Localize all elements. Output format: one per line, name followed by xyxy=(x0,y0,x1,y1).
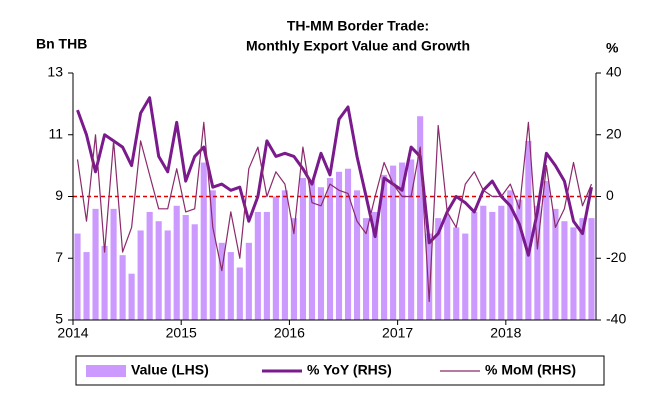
bar xyxy=(155,221,162,320)
y2-tick-label: 20 xyxy=(606,125,622,141)
bar xyxy=(588,218,595,320)
bar xyxy=(498,205,505,320)
bar xyxy=(110,208,117,320)
bar xyxy=(417,116,424,320)
bar xyxy=(263,211,270,320)
bar xyxy=(308,181,316,320)
y2-tick-label: 0 xyxy=(606,187,614,203)
line-series xyxy=(76,121,593,303)
bar xyxy=(182,215,189,320)
bar xyxy=(390,165,397,320)
bar xyxy=(119,255,126,320)
bar xyxy=(128,273,135,320)
bar xyxy=(344,168,352,320)
y-tick-label: 5 xyxy=(55,311,63,327)
y2-tick-label: 40 xyxy=(606,64,622,80)
y-tick-label: 13 xyxy=(47,64,63,80)
x-tick-label: 2018 xyxy=(490,325,521,341)
x-tick-label: 2016 xyxy=(274,325,305,341)
bar xyxy=(317,187,325,320)
bar xyxy=(299,177,307,320)
bar xyxy=(326,177,334,320)
bar xyxy=(489,211,496,320)
y-tick-label: 9 xyxy=(55,187,63,203)
bar xyxy=(561,221,568,320)
x-tick-label: 2014 xyxy=(57,325,88,341)
bar xyxy=(353,190,361,320)
bar xyxy=(534,205,541,320)
bar xyxy=(480,205,487,320)
bar xyxy=(462,233,469,320)
legend-label: % YoY (RHS) xyxy=(307,362,392,378)
bar xyxy=(272,196,279,320)
bar xyxy=(426,233,433,320)
bar xyxy=(444,215,451,320)
bar xyxy=(254,211,261,320)
bar xyxy=(164,230,171,320)
legend-label: % MoM (RHS) xyxy=(485,362,576,378)
bar xyxy=(399,162,406,320)
bar xyxy=(92,208,99,320)
bar xyxy=(525,140,532,320)
bar xyxy=(579,218,586,320)
y2-tick-label: -40 xyxy=(606,311,626,327)
bar xyxy=(290,218,297,320)
bar xyxy=(372,211,379,320)
bar xyxy=(543,181,550,320)
bar xyxy=(281,190,288,320)
legend-box xyxy=(75,355,605,386)
bar xyxy=(408,159,415,320)
legend-label: Value (LHS) xyxy=(131,362,209,378)
chart-title: Monthly Export Value and Growth xyxy=(246,38,470,54)
bar xyxy=(101,245,108,320)
bar xyxy=(137,230,144,320)
y-tick-label: 11 xyxy=(48,125,63,141)
bar xyxy=(173,205,180,320)
bar xyxy=(570,227,577,320)
bar xyxy=(507,190,514,320)
y2-tick-label: -20 xyxy=(606,249,626,265)
bar xyxy=(227,252,234,320)
bar xyxy=(516,199,523,320)
bar xyxy=(335,171,343,320)
bar xyxy=(453,227,460,320)
bar xyxy=(552,208,559,320)
y2-axis-label: % xyxy=(606,40,619,56)
bar xyxy=(209,190,216,320)
bar xyxy=(245,242,252,320)
bar xyxy=(83,252,90,320)
x-tick-label: 2015 xyxy=(166,325,197,341)
bar xyxy=(191,224,198,320)
bar xyxy=(218,242,225,320)
line-series xyxy=(76,96,593,257)
bar xyxy=(236,267,243,320)
bar xyxy=(381,174,388,320)
bar xyxy=(435,218,442,320)
bar xyxy=(362,218,370,320)
bar xyxy=(146,211,153,320)
y-axis-label: Bn THB xyxy=(36,36,87,52)
legend-swatch xyxy=(86,365,126,377)
bar xyxy=(471,211,478,320)
x-tick-label: 2017 xyxy=(382,325,413,341)
bar xyxy=(74,233,81,320)
bar xyxy=(200,162,207,320)
chart-title: TH-MM Border Trade: xyxy=(287,18,429,34)
y-tick-label: 7 xyxy=(55,249,63,265)
